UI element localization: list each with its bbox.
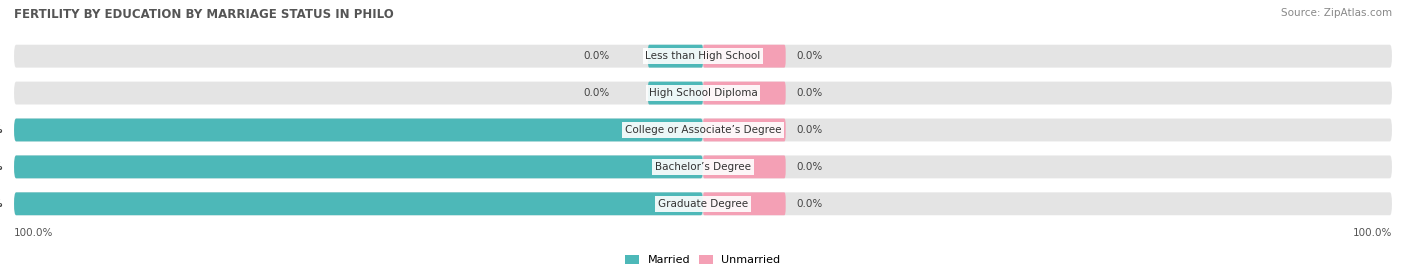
Text: Source: ZipAtlas.com: Source: ZipAtlas.com [1281,8,1392,18]
FancyBboxPatch shape [14,192,1392,215]
FancyBboxPatch shape [14,192,703,215]
Text: 100.0%: 100.0% [0,199,4,209]
FancyBboxPatch shape [14,155,703,178]
Text: 100.0%: 100.0% [14,228,53,238]
Text: 0.0%: 0.0% [796,51,823,61]
FancyBboxPatch shape [14,45,1392,68]
FancyBboxPatch shape [703,45,786,68]
Text: 0.0%: 0.0% [796,199,823,209]
Text: Bachelor’s Degree: Bachelor’s Degree [655,162,751,172]
Text: 100.0%: 100.0% [0,125,4,135]
FancyBboxPatch shape [648,82,703,105]
FancyBboxPatch shape [703,155,786,178]
FancyBboxPatch shape [648,45,703,68]
FancyBboxPatch shape [703,118,786,142]
Text: Less than High School: Less than High School [645,51,761,61]
FancyBboxPatch shape [703,82,786,105]
FancyBboxPatch shape [14,82,1392,105]
Text: 100.0%: 100.0% [1353,228,1392,238]
Text: High School Diploma: High School Diploma [648,88,758,98]
FancyBboxPatch shape [14,118,703,142]
Text: 0.0%: 0.0% [583,51,610,61]
Text: 100.0%: 100.0% [0,162,4,172]
Text: Graduate Degree: Graduate Degree [658,199,748,209]
Text: 0.0%: 0.0% [583,88,610,98]
Text: 0.0%: 0.0% [796,88,823,98]
FancyBboxPatch shape [703,192,786,215]
Text: College or Associate’s Degree: College or Associate’s Degree [624,125,782,135]
Text: 0.0%: 0.0% [796,125,823,135]
Text: 0.0%: 0.0% [796,162,823,172]
Legend: Married, Unmarried: Married, Unmarried [626,255,780,265]
FancyBboxPatch shape [14,118,1392,142]
Text: FERTILITY BY EDUCATION BY MARRIAGE STATUS IN PHILO: FERTILITY BY EDUCATION BY MARRIAGE STATU… [14,8,394,21]
FancyBboxPatch shape [14,155,1392,178]
